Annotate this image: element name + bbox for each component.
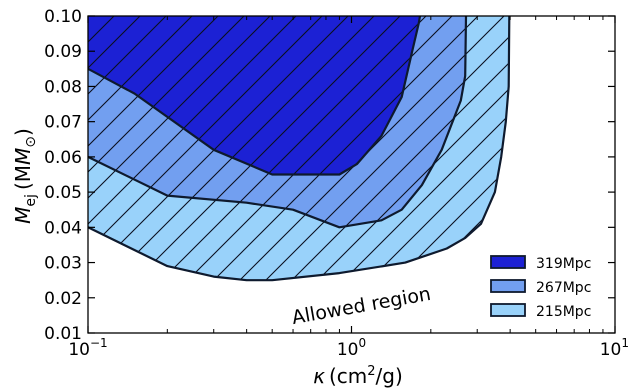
plot-frame (87, 15, 616, 334)
region-boundary-215mpc (88, 16, 511, 282)
y-tick-label: 0.03 (44, 254, 82, 274)
legend-swatch-215mpc (490, 303, 526, 317)
region-hatch-319mpc (88, 16, 420, 175)
x-tick-label: 101 (600, 336, 629, 360)
x-axis-label: κ (cm2/g) (313, 364, 403, 388)
confidence-regions (88, 16, 511, 282)
y-tick-label: 0.02 (44, 289, 82, 309)
legend-label-215mpc: 215Mpc (536, 304, 591, 320)
y-tick-label: 0.06 (44, 148, 82, 168)
y-tick-label: 0.01 (44, 324, 82, 344)
y-tick-label: 0.05 (44, 183, 82, 203)
legend-swatch-319mpc (490, 255, 526, 269)
legend-swatch-267mpc (490, 279, 526, 293)
x-tick-label: 100 (337, 336, 366, 360)
region-boundary-319mpc (88, 16, 422, 176)
legend-label-319mpc: 319Mpc (536, 256, 591, 272)
region-boundary-267mpc (88, 16, 468, 229)
tick-labels: 0.01 0.02 0.03 0.04 0.05 0.06 0.07 0.08 0.09 0.10… (44, 7, 629, 360)
x-tick-label: 10−1 (68, 336, 107, 360)
y-tick-label: 0.07 (44, 113, 82, 133)
y-tick-label: 0.04 (44, 218, 82, 238)
y-tick-label: 0.09 (44, 42, 82, 62)
legend-label-267mpc: 267Mpc (536, 280, 591, 296)
y-tick-label: 0.10 (44, 7, 82, 27)
legend: 319Mpc 267Mpc 215Mpc (490, 255, 591, 320)
y-tick-label: 0.08 (44, 77, 82, 97)
y-axis-label: Mej(MM⊙) (11, 128, 39, 224)
